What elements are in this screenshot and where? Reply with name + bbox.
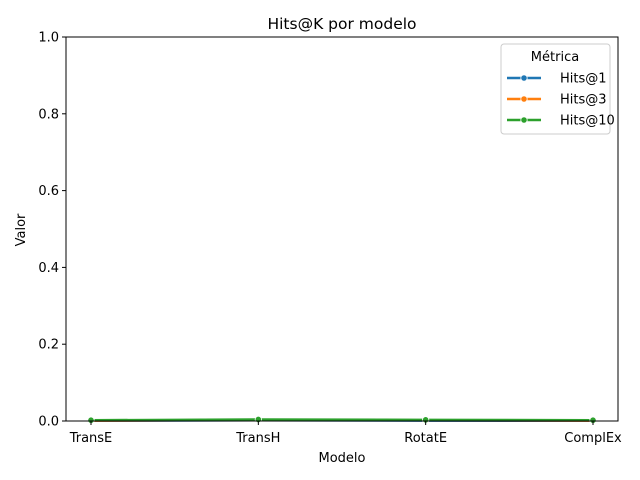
x-axis-title: Modelo bbox=[319, 451, 366, 466]
chart-title: Hits@K por modelo bbox=[267, 15, 416, 33]
legend-label: Hits@3 bbox=[560, 93, 607, 108]
series-line-hits-at-10 bbox=[90, 418, 594, 422]
legend-label: Hits@10 bbox=[560, 114, 615, 129]
y-tick-label: 0.4 bbox=[38, 261, 59, 276]
legend-title: Métrica bbox=[531, 50, 579, 65]
x-tick-label: RotatE bbox=[404, 431, 447, 446]
legend: Métrica Hits@1 Hits@3 Hits@10 bbox=[500, 43, 615, 135]
legend-swatch-marker bbox=[520, 95, 528, 103]
axes-frame bbox=[65, 36, 619, 422]
legend-box bbox=[500, 43, 611, 135]
x-tick-label: TransE bbox=[69, 431, 113, 446]
legend-swatch-marker bbox=[520, 116, 528, 124]
x-tick-label: TransH bbox=[235, 431, 280, 446]
y-tick-label: 0.6 bbox=[38, 184, 59, 199]
y-tick-label: 0.2 bbox=[38, 338, 59, 353]
y-tick-label: 0.0 bbox=[38, 415, 59, 430]
legend-swatch-marker bbox=[520, 74, 528, 82]
y-axis-title: Valor bbox=[14, 213, 29, 246]
plot-area: 0.0 0.2 0.4 0.6 0.8 1.0 TransE TransH RotatE Comp… bbox=[38, 31, 622, 447]
y-tick-label: 0.8 bbox=[38, 107, 59, 122]
x-tick-label: ComplEx bbox=[564, 431, 622, 446]
y-tick-label: 1.0 bbox=[38, 31, 59, 46]
legend-label: Hits@1 bbox=[560, 72, 607, 87]
